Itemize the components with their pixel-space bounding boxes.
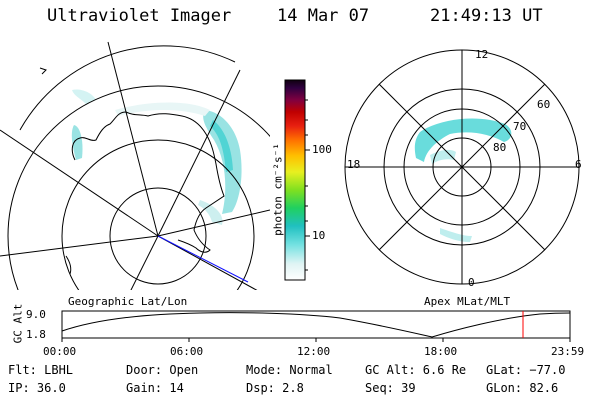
mlat-60-label: 60 bbox=[537, 98, 551, 111]
gain-info: Gain: 14 bbox=[126, 381, 184, 395]
timeline-tick-1800: 18:00 bbox=[424, 345, 458, 358]
glon-info: GLon: 82.6 bbox=[486, 381, 559, 395]
polar-plot bbox=[344, 49, 580, 285]
timeline-tick-0000: 00:00 bbox=[43, 345, 77, 358]
projection-edge bbox=[19, 45, 236, 131]
polar-aurora bbox=[414, 118, 512, 162]
timeline-axis-label: GC Alt bbox=[11, 303, 25, 344]
mlat-70-label: 70 bbox=[513, 120, 527, 133]
timeline-tick-2359: 23:59 bbox=[551, 345, 585, 358]
coastline bbox=[71, 111, 225, 253]
noon-meridian bbox=[157, 235, 249, 283]
mode-info: Mode: Normal bbox=[246, 363, 333, 377]
colorbar-unit-label: photon cm⁻²s⁻¹ bbox=[271, 143, 285, 236]
aurora-emission bbox=[71, 89, 242, 225]
dsp-info: Dsp: 2.8 bbox=[246, 381, 304, 395]
altitude-curve bbox=[61, 312, 571, 338]
timeline-tick-1200: 12:00 bbox=[297, 345, 331, 358]
mlat-80-label: 80 bbox=[493, 141, 507, 154]
instrument-title: Ultraviolet Imager bbox=[47, 6, 232, 26]
timeline-y-top: 9.0 bbox=[26, 308, 46, 321]
mlt-18-label: 18 bbox=[347, 158, 361, 171]
timeline-y-bottom: 1.8 bbox=[26, 328, 46, 341]
geographic-map bbox=[0, 41, 270, 290]
apex-label: Apex MLat/MLT bbox=[424, 295, 511, 308]
orbit-timeline bbox=[61, 310, 571, 342]
gc-alt-info: GC Alt: 6.6 Re bbox=[365, 363, 467, 377]
timeline-tick-0600: 06:00 bbox=[170, 345, 204, 358]
seq-info: Seq: 39 bbox=[365, 381, 416, 395]
colorbar-tick-100: 100 bbox=[312, 143, 332, 156]
geographic-label: Geographic Lat/Lon bbox=[68, 295, 188, 308]
mlt-0-label: 0 bbox=[468, 276, 475, 289]
time-label: 21:49:13 UT bbox=[430, 6, 543, 26]
filter-info: Flt: LBHL bbox=[8, 363, 74, 377]
mlt-12-label: 12 bbox=[475, 48, 489, 61]
glat-info: GLat: −77.0 bbox=[486, 363, 566, 377]
color-bar bbox=[284, 79, 310, 281]
colorbar-tick-10: 10 bbox=[312, 229, 326, 242]
mlt-6-label: 6 bbox=[575, 158, 582, 171]
ip-info: IP: 36.0 bbox=[8, 381, 66, 395]
date-label: 14 Mar 07 bbox=[277, 6, 370, 26]
door-info: Door: Open bbox=[126, 363, 199, 377]
